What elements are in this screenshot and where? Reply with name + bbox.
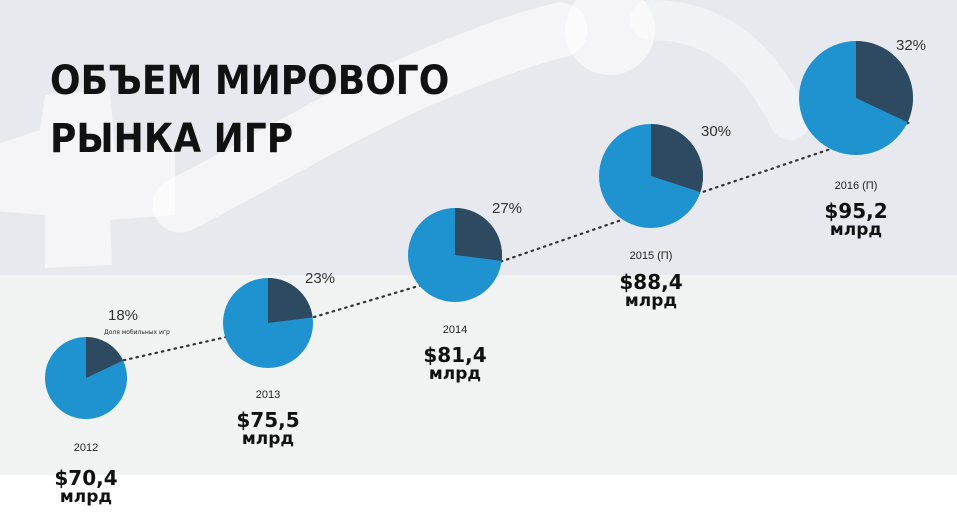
market-value-label: $88,4 [619, 270, 682, 294]
pie-4 [599, 124, 703, 228]
year-label: 2015 (П) [630, 250, 673, 262]
pie-slice-mobile [856, 41, 914, 123]
pie-5 [799, 41, 914, 155]
page-title: ОБЪЕМ МИРОВОГО РЫНКА ИГР [50, 58, 450, 162]
background-bottom [0, 275, 957, 475]
market-value-label: $70,4 [54, 466, 117, 490]
mobile-share-label: 32% [896, 37, 926, 54]
unit-label: млрд [830, 220, 882, 240]
market-value-label: $81,4 [423, 343, 486, 367]
series-note-label: Доля мобильных игр [104, 329, 170, 336]
pie-1 [45, 336, 127, 419]
unit-label: млрд [429, 364, 481, 384]
year-label: 2014 [443, 324, 467, 336]
pie-slice-mobile [651, 124, 703, 193]
market-value-label: $95,2 [824, 199, 887, 223]
year-label: 2012 [74, 442, 98, 454]
unit-label: млрд [242, 429, 294, 449]
market-value-label: $75,5 [236, 408, 299, 432]
pie-slice-mobile [86, 336, 124, 378]
year-label: 2016 (П) [835, 180, 878, 192]
pie-3 [408, 208, 503, 302]
pie-slice-mobile [268, 278, 313, 323]
unit-label: млрд [625, 291, 677, 311]
pie-slice-mobile [455, 208, 503, 261]
mobile-share-label: 27% [492, 200, 522, 217]
mobile-share-label: 30% [701, 123, 731, 140]
year-label: 2013 [256, 389, 280, 401]
mobile-share-label: 23% [305, 270, 335, 287]
mobile-share-label: 18% [108, 307, 138, 324]
pie-2 [223, 278, 313, 368]
unit-label: млрд [60, 487, 112, 507]
